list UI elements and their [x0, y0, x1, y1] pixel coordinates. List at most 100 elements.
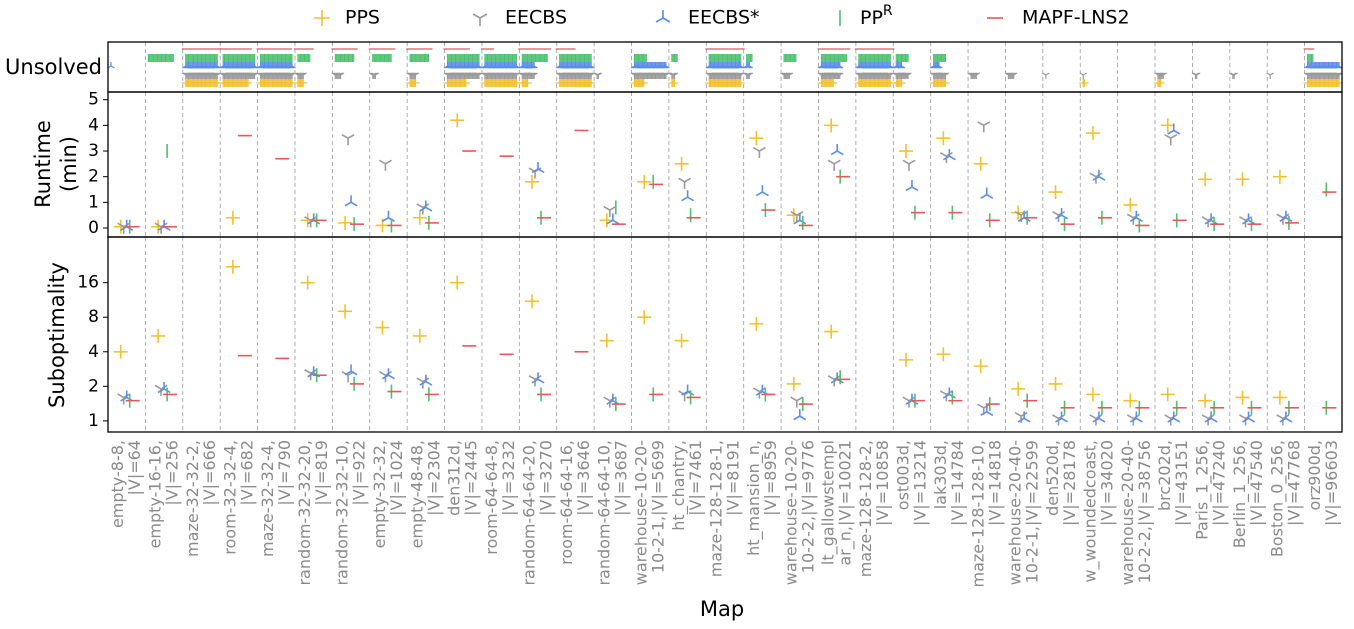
unsolved-marks — [929, 72, 950, 79]
unsolved-marks — [671, 54, 678, 62]
x-tick-label: maze-128-128-10, — [968, 440, 987, 587]
unsolved-marks — [817, 79, 838, 87]
point — [120, 390, 134, 402]
x-tick-label: |V|=2304 — [424, 440, 443, 516]
legend-marker — [472, 13, 488, 26]
point — [830, 144, 844, 156]
point — [525, 174, 540, 189]
unsolved-marks — [783, 54, 797, 62]
point — [824, 324, 839, 339]
unsolved-marks — [668, 72, 679, 79]
x-tick-label: lt_gallowstempl — [819, 440, 839, 565]
x-tick-label: |V|=790 — [275, 440, 294, 506]
x-tick-label: den520d, — [1043, 440, 1062, 516]
point — [977, 121, 991, 133]
point — [157, 381, 171, 394]
unsolved-marks — [446, 54, 480, 62]
point — [381, 368, 395, 380]
x-tick-label: |V|=10858 — [873, 440, 892, 526]
point — [338, 215, 353, 230]
unsolved-marks — [933, 54, 947, 62]
point — [1160, 387, 1175, 402]
point — [1164, 134, 1178, 146]
unsolved-marks — [929, 79, 950, 87]
y-tick-label: 16 — [77, 273, 99, 293]
unsolved-marks — [481, 72, 521, 79]
unsolved-marks — [855, 72, 895, 79]
unsolved-marks — [633, 54, 647, 62]
x-tick-label: room-64-64-8, — [482, 440, 501, 555]
y-tick-label: 1 — [88, 411, 99, 431]
x-tick-label: Paris_1_256, — [1193, 440, 1213, 540]
x-tick-label: |V|=1024 — [387, 440, 406, 516]
point — [1272, 169, 1287, 184]
point — [599, 333, 614, 348]
point — [378, 159, 392, 171]
y-axis-label: (min) — [57, 136, 81, 192]
y-tick-label: 4 — [88, 115, 99, 135]
x-tick-label: Boston_0_256, — [1267, 440, 1287, 557]
unsolved-marks — [256, 72, 296, 79]
y-tick-label: 5 — [88, 90, 99, 110]
point — [120, 219, 134, 231]
unsolved-marks — [521, 54, 548, 62]
unsolved-marks — [630, 62, 670, 69]
point — [1279, 411, 1293, 423]
point — [674, 156, 689, 171]
point — [674, 333, 689, 348]
point — [606, 213, 620, 225]
x-tick-label: empty-16-16, — [146, 440, 165, 548]
unsolved-marks — [559, 54, 592, 62]
point — [1167, 123, 1181, 135]
x-tick-label: |V|=682 — [237, 440, 256, 506]
x-tick-label: random-32-32-10, — [333, 440, 352, 586]
x-tick-label: |V|=47240 — [1210, 440, 1229, 526]
unsolved-marks — [855, 62, 895, 69]
point — [755, 384, 769, 396]
point — [1014, 411, 1028, 424]
x-tick-label: |V|=256 — [163, 440, 182, 506]
x-tick-label: ost003d, — [893, 440, 912, 510]
x-tick-label: |V|=3270 — [537, 440, 556, 516]
point — [749, 131, 764, 146]
x-tick-label: 10-2-1,|V|=5699 — [649, 440, 668, 573]
point — [824, 118, 839, 133]
point — [1242, 411, 1256, 423]
point — [1198, 393, 1213, 408]
unsolved-marks — [1303, 62, 1343, 69]
point — [225, 210, 240, 225]
x-tick-label: |V|=43151 — [1172, 440, 1191, 526]
point — [827, 159, 841, 171]
point — [419, 374, 433, 386]
x-tick-label: |V|=34020 — [1097, 440, 1116, 526]
point — [419, 200, 433, 212]
unsolved-marks — [780, 72, 794, 79]
point — [307, 213, 321, 225]
unsolved-marks — [1154, 79, 1165, 87]
point — [1017, 411, 1031, 423]
point — [1055, 411, 1069, 423]
point — [942, 149, 956, 161]
y-tick-label: 4 — [88, 342, 99, 362]
unsolved-marks — [1303, 72, 1343, 79]
x-tick-label: den312d, — [445, 440, 464, 516]
x-tick-label: maze-128-128-1, — [707, 440, 726, 577]
y-tick-label: 2 — [88, 376, 99, 396]
point — [225, 259, 240, 274]
unsolved-marks — [481, 62, 521, 69]
unsolved-marks — [817, 72, 844, 79]
point — [678, 177, 692, 189]
unsolved-marks — [222, 54, 256, 62]
x-tick-label: |V|=819 — [312, 440, 331, 506]
unsolved-marks — [219, 62, 259, 69]
unsolved-marks — [518, 72, 538, 79]
x-tick-label: |V|=666 — [200, 440, 219, 506]
point — [1272, 390, 1287, 405]
x-tick-label: empty-48-48, — [407, 440, 426, 548]
legend-superscript: R — [883, 3, 893, 19]
unsolved-marks — [443, 79, 470, 87]
unsolved-marks — [705, 79, 745, 87]
point — [1048, 185, 1063, 200]
x-tick-label: warehouse-10-20- — [781, 440, 800, 585]
point — [980, 404, 994, 416]
